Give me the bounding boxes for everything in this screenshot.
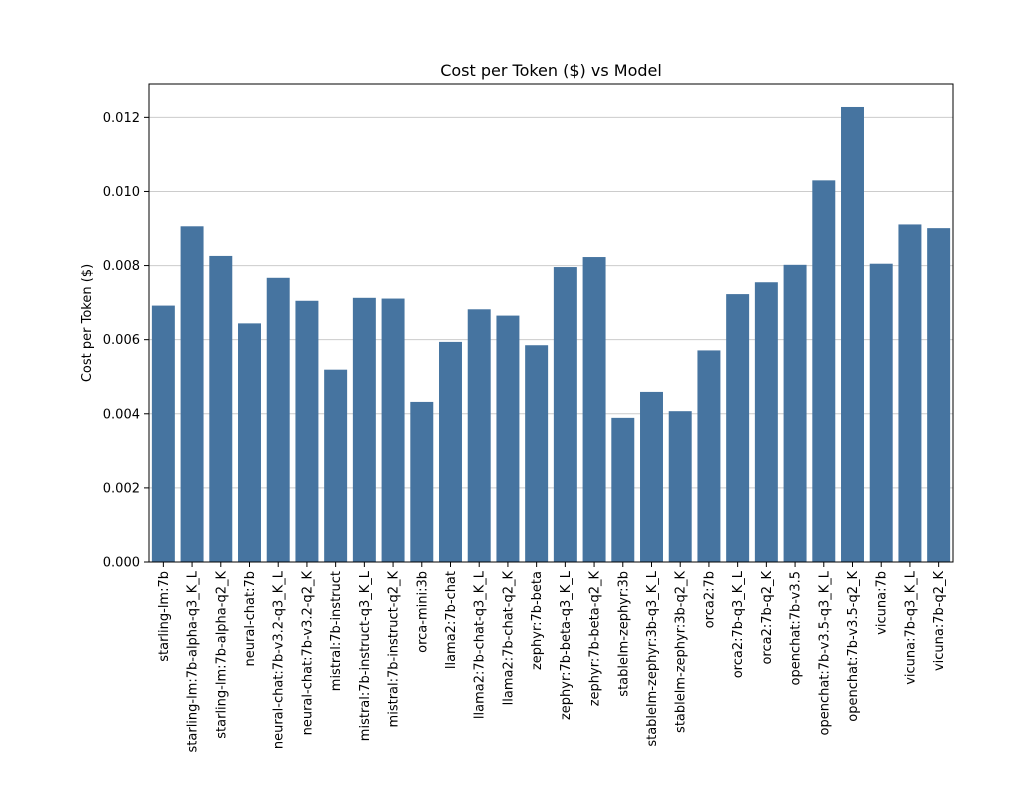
- bar: [496, 315, 520, 562]
- bar: [525, 345, 549, 562]
- x-tick-label: mistral:7b-instruct-q3_K_L: [358, 570, 373, 741]
- x-tick-label: openchat:7b-v3.5-q2_K: [846, 571, 861, 722]
- bar: [783, 264, 807, 562]
- bar: [754, 282, 778, 562]
- x-tick-label: openchat:7b-v3.5-q3_K_L: [817, 570, 832, 735]
- y-tick-label: 0.010: [103, 185, 140, 200]
- x-tick-label: zephyr:7b-beta-q2_K: [588, 571, 603, 707]
- bar: [841, 106, 864, 563]
- x-tick-label: zephyr:7b-beta-q3_K_L: [559, 570, 574, 720]
- y-tick-label: 0.004: [103, 407, 140, 422]
- x-tick-label: starling-lm:7b: [157, 571, 172, 662]
- y-axis-ticks: 0.000 0.002 0.004 0.006 0.008 0.010 0.012: [103, 111, 149, 571]
- bar: [582, 257, 606, 562]
- bar: [209, 255, 233, 563]
- x-tick-label: vicuna:7b: [875, 571, 890, 635]
- x-tick-label: mistral:7b-instruct: [329, 571, 344, 691]
- bar: [898, 224, 922, 562]
- x-tick-label: llama2:7b-chat-q3_K_L: [473, 570, 488, 719]
- x-tick-label: stablelm-zephyr:3b-q2_K: [674, 571, 689, 733]
- x-tick-label: mistral:7b-instruct-q2_K: [387, 571, 402, 728]
- x-tick-label: neural-chat:7b-v3.2-q3_K_L: [272, 570, 287, 749]
- x-tick-label: zephyr:7b-beta: [530, 571, 545, 670]
- bar: [611, 417, 635, 562]
- x-tick-label: orca2:7b-q2_K: [760, 571, 775, 665]
- y-tick-label: 0.006: [103, 333, 140, 348]
- x-tick-label: stablelm-zephyr:3b-q3_K_L: [645, 570, 660, 746]
- x-tick-label: neural-chat:7b-v3.2-q2_K: [300, 571, 315, 736]
- bar: [553, 267, 577, 562]
- y-axis-label: Cost per Token ($): [80, 264, 95, 382]
- bar: [927, 228, 951, 562]
- y-tick-label: 0.000: [103, 556, 140, 571]
- bar: [668, 411, 692, 562]
- x-tick-label: starling-lm:7b-alpha-q2_K: [214, 571, 229, 739]
- x-tick-label: starling-lm:7b-alpha-q3_K_L: [186, 570, 201, 752]
- x-tick-label: stablelm-zephyr:3b: [616, 571, 631, 697]
- bar: [640, 391, 663, 562]
- x-tick-label: llama2:7b-chat-q2_K: [501, 571, 516, 706]
- chart-title: Cost per Token ($) vs Model: [440, 61, 662, 80]
- x-tick-label: orca2:7b-q3_K_L: [731, 570, 746, 678]
- y-tick-label: 0.008: [103, 259, 140, 274]
- bar: [180, 226, 204, 562]
- bar: [266, 277, 290, 562]
- plot-frame: [148, 83, 954, 563]
- x-tick-label: orca-mini:3b: [415, 571, 430, 653]
- x-tick-label: neural-chat:7b: [243, 571, 258, 666]
- y-tick-label: 0.012: [103, 111, 140, 126]
- bars: [151, 106, 951, 563]
- bar: [324, 369, 348, 562]
- bar: [381, 298, 405, 562]
- x-tick-label: orca2:7b: [702, 571, 717, 628]
- bar: [295, 300, 319, 562]
- bar: [726, 294, 750, 562]
- x-tick-label: openchat:7b-v3.5: [789, 571, 804, 686]
- bar: [439, 341, 462, 562]
- bar: [151, 305, 175, 562]
- bar: [467, 309, 491, 562]
- bar: [238, 323, 261, 562]
- x-axis-ticks: starling-lm:7b starling-lm:7b-alpha-q3_K_…: [157, 562, 947, 752]
- bar: [697, 350, 721, 562]
- bar: [812, 180, 836, 563]
- bar: [410, 401, 434, 562]
- x-tick-label: llama2:7b-chat: [444, 571, 459, 669]
- bar: [352, 297, 376, 562]
- x-tick-label: vicuna:7b-q2_K: [932, 571, 947, 672]
- bar: [869, 263, 893, 562]
- y-tick-label: 0.002: [103, 481, 140, 496]
- x-tick-label: vicuna:7b-q3_K_L: [903, 570, 918, 685]
